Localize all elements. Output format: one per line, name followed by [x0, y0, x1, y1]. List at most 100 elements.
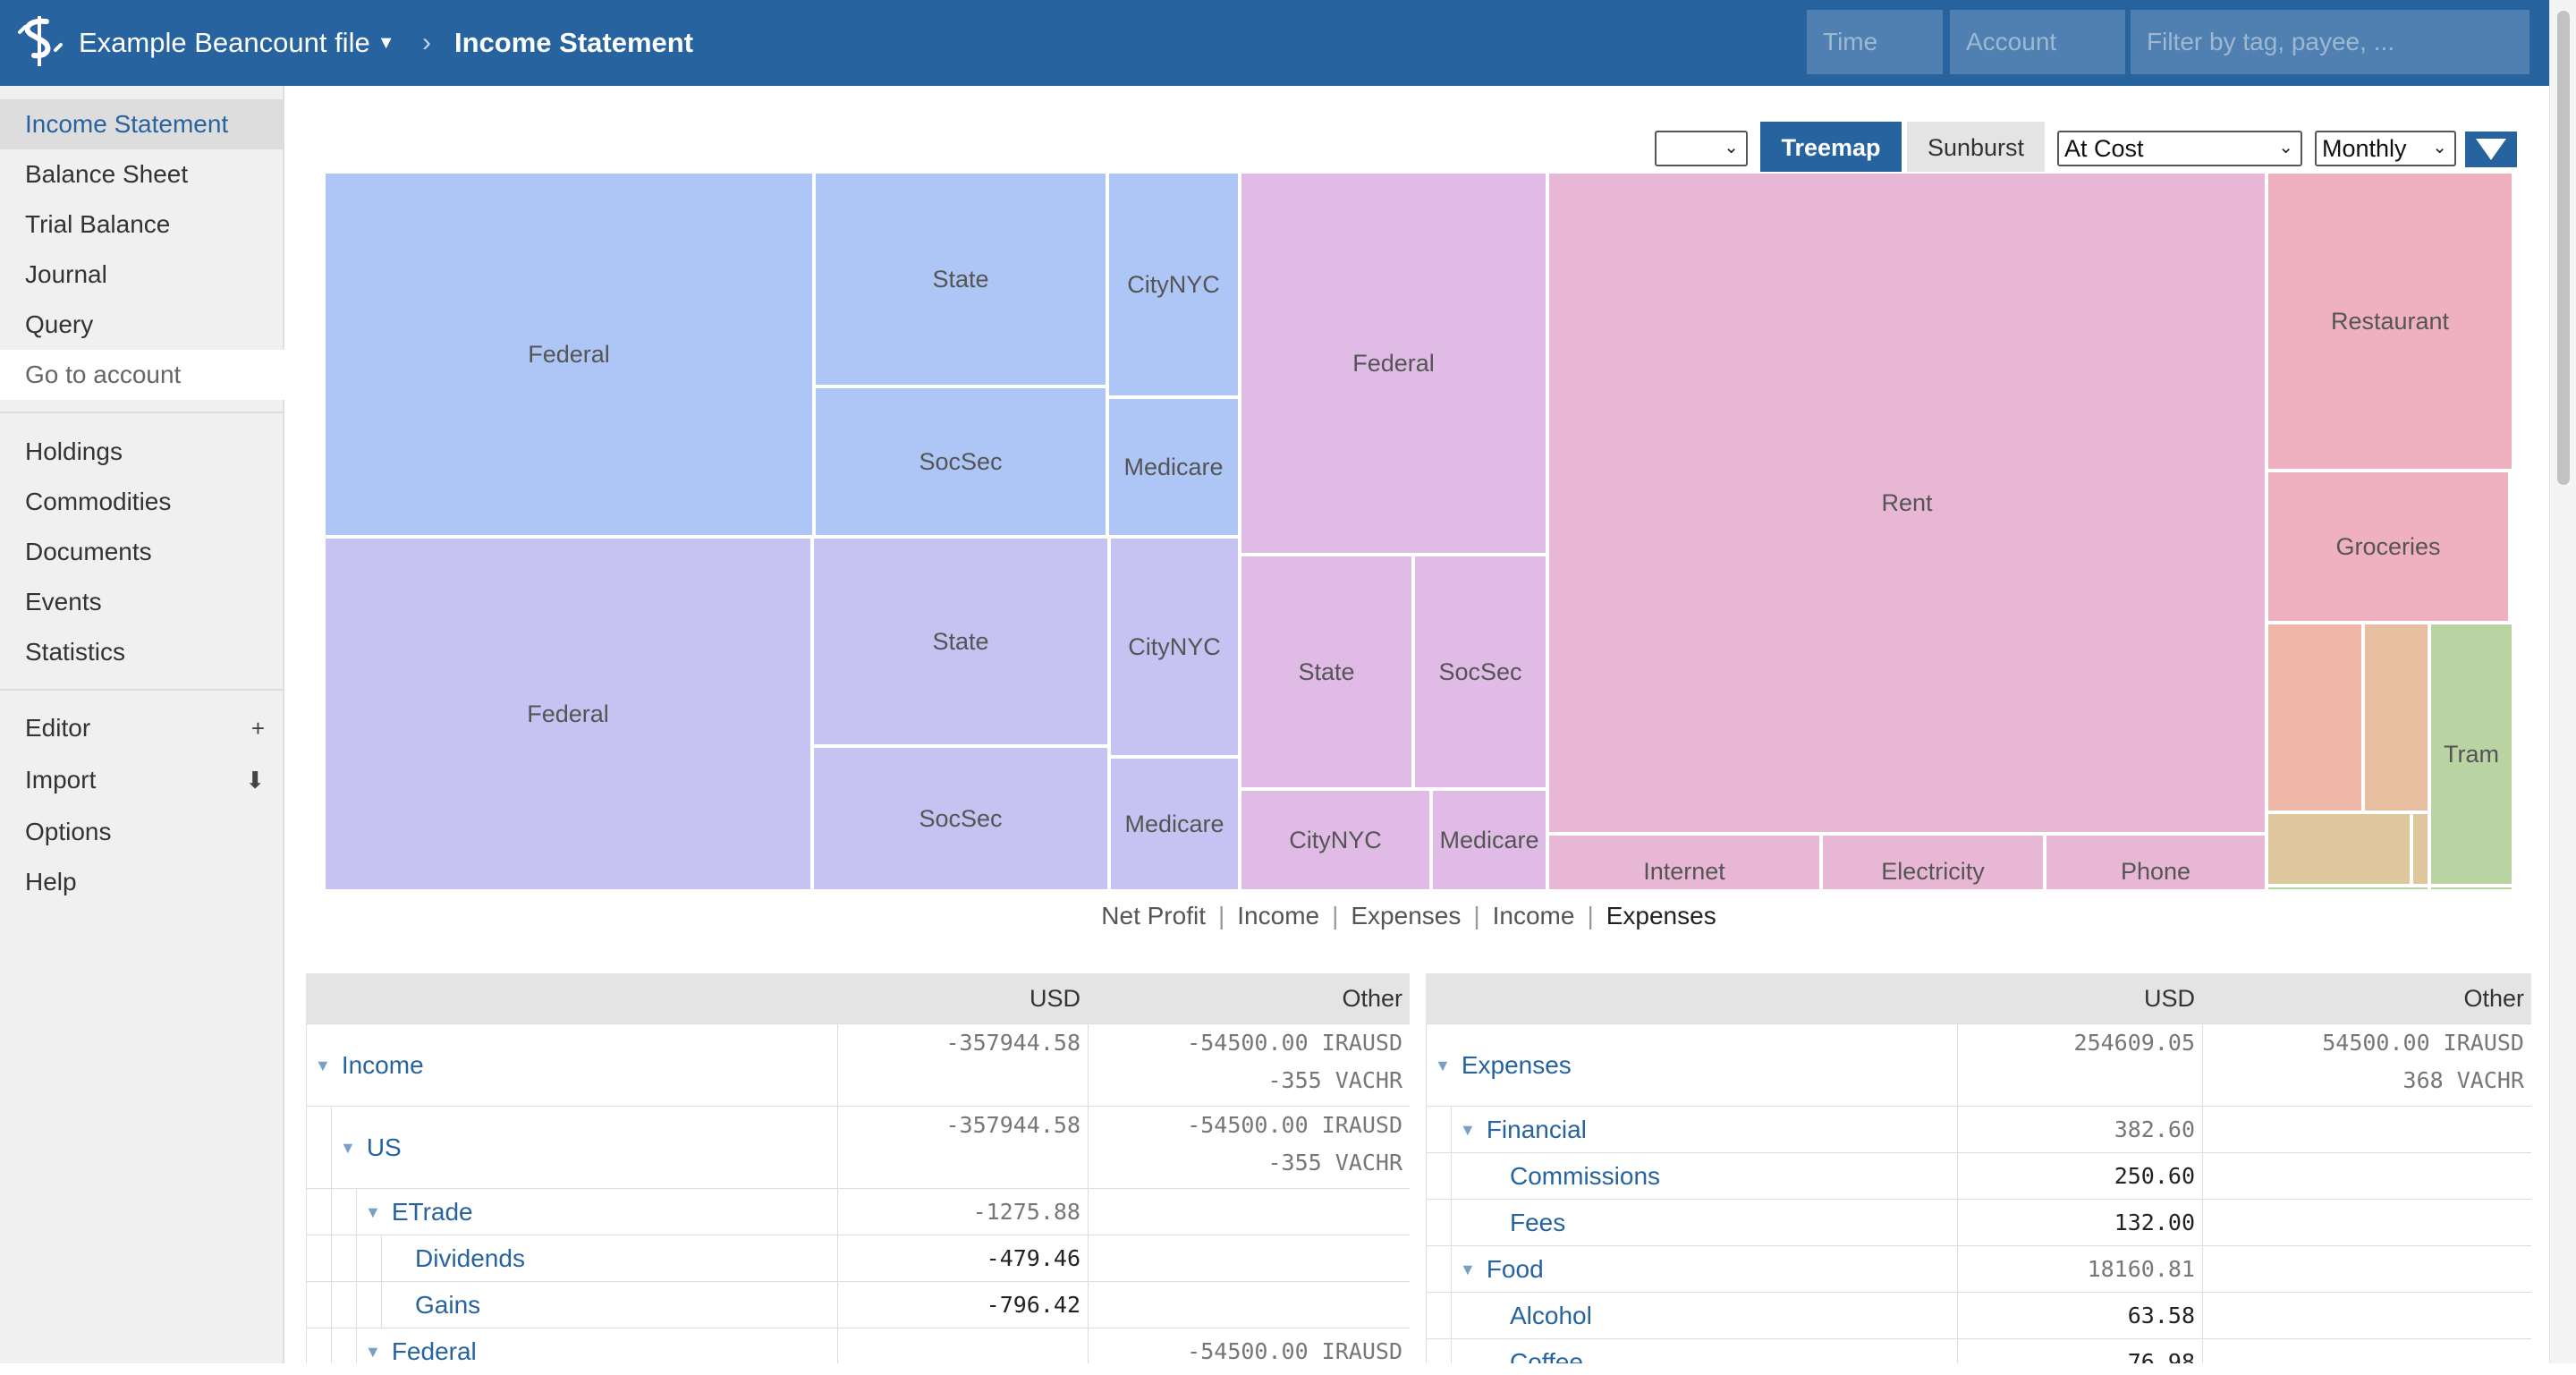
treemap-cell[interactable]: SocSec: [814, 386, 1107, 537]
table-row[interactable]: ▼ Food 18160.81: [1426, 1245, 2531, 1292]
treemap-cell[interactable]: [2363, 623, 2429, 812]
column-header-other[interactable]: Other: [2463, 984, 2524, 1012]
sidebar-item-import[interactable]: Import ⬇: [0, 755, 284, 805]
download-icon[interactable]: ⬇: [245, 766, 265, 794]
sidebar-item-trial-balance[interactable]: Trial Balance: [25, 210, 171, 238]
collapse-triangle-icon[interactable]: ▼: [365, 1342, 381, 1361]
account-link[interactable]: Alcohol: [1510, 1302, 1592, 1329]
sidebar-item-holdings[interactable]: Holdings: [25, 437, 123, 465]
collapse-triangle-icon[interactable]: ▼: [1460, 1260, 1476, 1278]
treemap-cell[interactable]: State: [1240, 555, 1413, 789]
table-row[interactable]: ▼ US -357944.58 -54500.00 IRAUSD -355 VACH…: [306, 1106, 1410, 1188]
sidebar-item-balance-sheet[interactable]: Balance Sheet: [25, 160, 189, 188]
chart-tab-net-profit[interactable]: Net Profit: [1101, 902, 1206, 929]
go-to-account-button[interactable]: Go to account: [0, 350, 284, 400]
table-row[interactable]: Commissions 250.60: [1426, 1152, 2531, 1199]
collapse-triangle-icon[interactable]: ▼: [340, 1138, 356, 1157]
sidebar-item-income-statement[interactable]: Income Statement: [0, 99, 284, 149]
conversion-select[interactable]: At Cost ⌄: [2057, 131, 2302, 166]
table-row[interactable]: ▼ Financial 382.60: [1426, 1106, 2531, 1152]
account-link[interactable]: Fees: [1510, 1209, 1566, 1236]
treemap-cell[interactable]: SocSec: [812, 746, 1109, 891]
sidebar-item-documents[interactable]: Documents: [25, 538, 152, 565]
treemap-cell[interactable]: Medicare: [1107, 397, 1240, 537]
sidebar-item-query[interactable]: Query: [25, 310, 94, 338]
account-link[interactable]: ▼ ETrade: [365, 1189, 473, 1235]
file-switcher[interactable]: Example Beancount file ▼: [79, 0, 395, 86]
chart-tab-income-treemap[interactable]: Income: [1492, 902, 1575, 929]
account-link[interactable]: ▼ Income: [315, 1024, 424, 1107]
account-link[interactable]: Gains: [415, 1291, 481, 1319]
sidebar-item-editor[interactable]: Editor +: [0, 703, 284, 753]
account-link[interactable]: Coffee: [1510, 1348, 1583, 1363]
table-row[interactable]: Gains -796.42: [306, 1281, 1410, 1328]
chart-tab-expenses[interactable]: Expenses: [1351, 902, 1462, 929]
scrollbar-thumb[interactable]: [2557, 11, 2570, 485]
column-header-other[interactable]: Other: [1342, 984, 1402, 1012]
treemap-cell[interactable]: Internet: [1547, 834, 1821, 891]
treemap-cell[interactable]: Electricity: [1821, 834, 2045, 891]
account-filter-input[interactable]: Account: [1950, 10, 2125, 74]
treemap-cell[interactable]: Medicare: [1431, 789, 1547, 891]
treemap-cell[interactable]: State: [812, 537, 1109, 746]
treemap-cell[interactable]: Rent: [1547, 172, 2267, 834]
sidebar-item-options[interactable]: Options: [25, 818, 112, 845]
treemap-cell[interactable]: Restaurant: [2267, 172, 2513, 471]
treemap-cell[interactable]: [2510, 471, 2513, 551]
treemap-cell[interactable]: Tram: [2429, 623, 2513, 886]
treemap-cell[interactable]: Federal: [1240, 172, 1547, 555]
treemap-cell[interactable]: Medicare: [1109, 757, 1240, 891]
time-filter-input[interactable]: Time: [1807, 10, 1943, 74]
sidebar-item-commodities[interactable]: Commodities: [25, 488, 172, 515]
treemap-cell[interactable]: [2510, 551, 2513, 623]
table-row[interactable]: ▼ Federal -54500.00 IRAUSD: [306, 1328, 1410, 1374]
chart-tab-expenses-treemap[interactable]: Expenses: [1606, 902, 1716, 929]
collapse-triangle-icon[interactable]: ▼: [315, 1056, 331, 1074]
account-link[interactable]: ▼ Expenses: [1435, 1024, 1572, 1107]
tag-payee-filter-input[interactable]: Filter by tag, payee, ...: [2131, 10, 2529, 74]
treemap-cell[interactable]: Groceries: [2267, 471, 2510, 623]
treemap-cell[interactable]: State: [814, 172, 1107, 386]
treemap-cell[interactable]: CityNYC: [1240, 789, 1431, 891]
treemap-cell[interactable]: [2267, 812, 2411, 886]
account-link[interactable]: ▼ Food: [1460, 1246, 1544, 1293]
sunburst-button[interactable]: Sunburst: [1907, 122, 2045, 174]
column-header-usd[interactable]: USD: [1029, 984, 1080, 1012]
sidebar-item-help[interactable]: Help: [25, 868, 77, 895]
treemap-cell[interactable]: CityNYC: [1107, 172, 1240, 397]
collapse-triangle-icon[interactable]: ▼: [365, 1202, 381, 1221]
account-link[interactable]: ▼ US: [340, 1107, 402, 1189]
table-row[interactable]: ▼ Income -357944.58 -54500.00 IRAUSD -355 …: [306, 1023, 1410, 1106]
treemap-cell[interactable]: [2429, 886, 2513, 891]
currency-select[interactable]: ⌄: [1655, 131, 1748, 166]
chart-toggle-button[interactable]: [2465, 132, 2517, 167]
treemap-cell[interactable]: Federal: [324, 537, 812, 891]
treemap-cell[interactable]: Phone: [2045, 834, 2267, 891]
beancount-logo-icon[interactable]: [16, 14, 63, 68]
plus-icon[interactable]: +: [250, 714, 265, 742]
account-link[interactable]: ▼ Federal: [365, 1328, 477, 1375]
interval-select[interactable]: Monthly ⌄: [2315, 131, 2456, 166]
table-row[interactable]: Fees 132.00: [1426, 1199, 2531, 1245]
chart-tab-income[interactable]: Income: [1237, 902, 1320, 929]
collapse-triangle-icon[interactable]: ▼: [1460, 1120, 1476, 1139]
collapse-triangle-icon[interactable]: ▼: [1435, 1056, 1451, 1074]
column-header-usd[interactable]: USD: [2143, 984, 2195, 1012]
treemap-cell[interactable]: CityNYC: [1109, 537, 1240, 757]
account-link[interactable]: Commissions: [1510, 1162, 1661, 1190]
treemap-cell[interactable]: [2267, 886, 2429, 891]
treemap-button[interactable]: Treemap: [1760, 122, 1902, 174]
account-link[interactable]: ▼ Financial: [1460, 1107, 1587, 1153]
page-scrollbar[interactable]: [2549, 0, 2576, 1363]
table-row[interactable]: ▼ ETrade -1275.88: [306, 1188, 1410, 1235]
treemap-cell[interactable]: Federal: [324, 172, 814, 537]
account-link[interactable]: Dividends: [415, 1244, 525, 1272]
sidebar-item-events[interactable]: Events: [25, 588, 102, 615]
table-row[interactable]: Alcohol 63.58: [1426, 1292, 2531, 1338]
sidebar-item-statistics[interactable]: Statistics: [25, 638, 126, 666]
sidebar-item-journal[interactable]: Journal: [25, 260, 107, 288]
table-row[interactable]: ▼ Expenses 254609.05 54500.00 IRAUSD 368 V…: [1426, 1023, 2531, 1106]
treemap-cell[interactable]: [2267, 623, 2363, 812]
treemap-cell[interactable]: SocSec: [1413, 555, 1547, 789]
table-row[interactable]: Coffee 76.98: [1426, 1338, 2531, 1363]
